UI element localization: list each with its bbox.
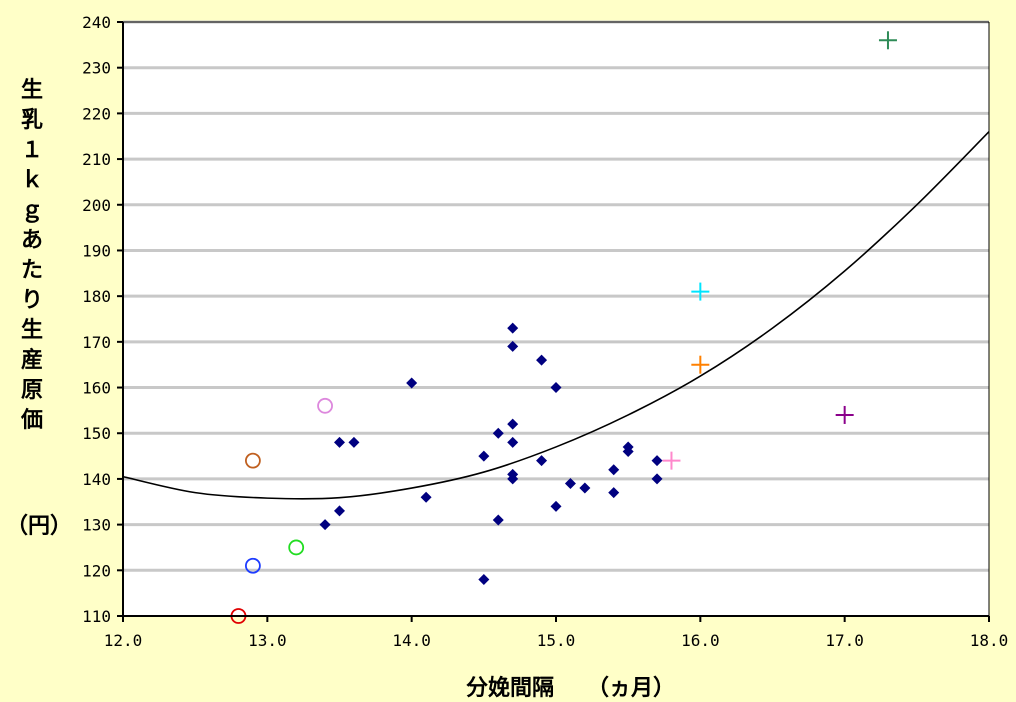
data-point-diamond <box>478 573 490 585</box>
x-axis-label: 分娩間隔 （ヵ月） <box>466 676 676 701</box>
data-point-diamond <box>608 464 620 476</box>
data-point-diamond <box>492 427 504 439</box>
y-tick-label: 220 <box>82 104 111 123</box>
y-axis-label-char: り <box>20 288 43 313</box>
x-tick-label: 17.0 <box>825 631 864 650</box>
y-axis-unit: （円） <box>6 514 73 539</box>
data-point-diamond <box>334 436 345 448</box>
y-axis-label-char: 生 <box>20 78 43 103</box>
data-point-diamond <box>507 322 519 334</box>
data-point-diamond <box>507 436 519 448</box>
y-tick-label: 170 <box>82 333 111 352</box>
data-point-diamond <box>608 487 620 499</box>
data-point-plus <box>691 282 710 301</box>
x-tick-label: 14.0 <box>392 631 431 650</box>
y-tick-label: 160 <box>82 379 111 398</box>
x-tick-label: 12.0 <box>104 631 143 650</box>
y-tick-label: 130 <box>82 516 111 535</box>
data-point-circle <box>288 539 305 556</box>
data-point-diamond <box>536 455 548 467</box>
y-tick-label: 200 <box>82 196 111 215</box>
y-axis-label-char: 乳 <box>20 108 43 133</box>
data-point-diamond <box>420 491 432 503</box>
trendline-curve <box>122 131 990 500</box>
data-point-circle <box>244 557 261 574</box>
y-axis-label-char: ｋ <box>20 168 43 193</box>
y-tick-label: 210 <box>82 150 111 169</box>
data-point-diamond <box>651 473 663 485</box>
data-point-diamond <box>492 514 504 526</box>
data-point-diamond <box>334 505 345 517</box>
data-point-diamond <box>651 455 663 467</box>
data-point-plus <box>835 405 854 424</box>
data-point-plus <box>662 451 681 470</box>
data-point-diamond <box>550 500 562 512</box>
y-axis-label-char: た <box>20 258 43 283</box>
y-tick-label: 240 <box>82 13 111 32</box>
x-tick-label: 16.0 <box>681 631 720 650</box>
x-tick-label: 18.0 <box>970 631 1009 650</box>
y-tick-label: 120 <box>82 561 111 580</box>
data-point-diamond <box>564 477 576 489</box>
data-point-diamond <box>622 446 634 458</box>
y-axis-label-char: ｇ <box>20 198 43 223</box>
y-axis-label-char: あ <box>20 228 43 253</box>
y-tick-label: 180 <box>82 287 111 306</box>
data-point-plus <box>691 355 710 374</box>
data-point-plus <box>878 31 897 50</box>
y-axis-label-char: 生 <box>20 318 43 343</box>
y-tick-label: 110 <box>82 607 111 626</box>
data-point-circle <box>244 452 261 469</box>
y-tick-label: 150 <box>82 424 111 443</box>
x-tick-label: 13.0 <box>248 631 287 650</box>
data-point-diamond <box>348 436 360 448</box>
y-axis-label-char: 産 <box>20 348 43 373</box>
y-tick-label: 190 <box>82 241 111 260</box>
data-point-diamond <box>507 473 519 485</box>
x-tick-label: 15.0 <box>537 631 576 650</box>
data-point-diamond <box>579 482 591 494</box>
data-point-diamond <box>550 382 562 394</box>
y-axis-label-char: 原 <box>20 378 43 403</box>
data-point-diamond <box>507 340 519 352</box>
tick-labels: 110 120 130 140 150 160 170 180 190 200 210 220 230 2… <box>82 13 1008 650</box>
plot-area <box>123 22 989 616</box>
data-point-diamond <box>478 450 490 462</box>
y-axis-label-char: １ <box>20 138 43 163</box>
y-axis-label-char: 価 <box>20 408 43 433</box>
data-point-circle <box>317 397 333 414</box>
data-point-diamond <box>319 519 331 531</box>
data-point-diamond <box>406 377 418 389</box>
y-tick-label: 140 <box>82 470 111 489</box>
data-point-diamond <box>507 418 519 430</box>
data-point-diamond <box>536 354 548 366</box>
y-tick-label: 230 <box>82 59 111 78</box>
trendline <box>122 131 990 500</box>
